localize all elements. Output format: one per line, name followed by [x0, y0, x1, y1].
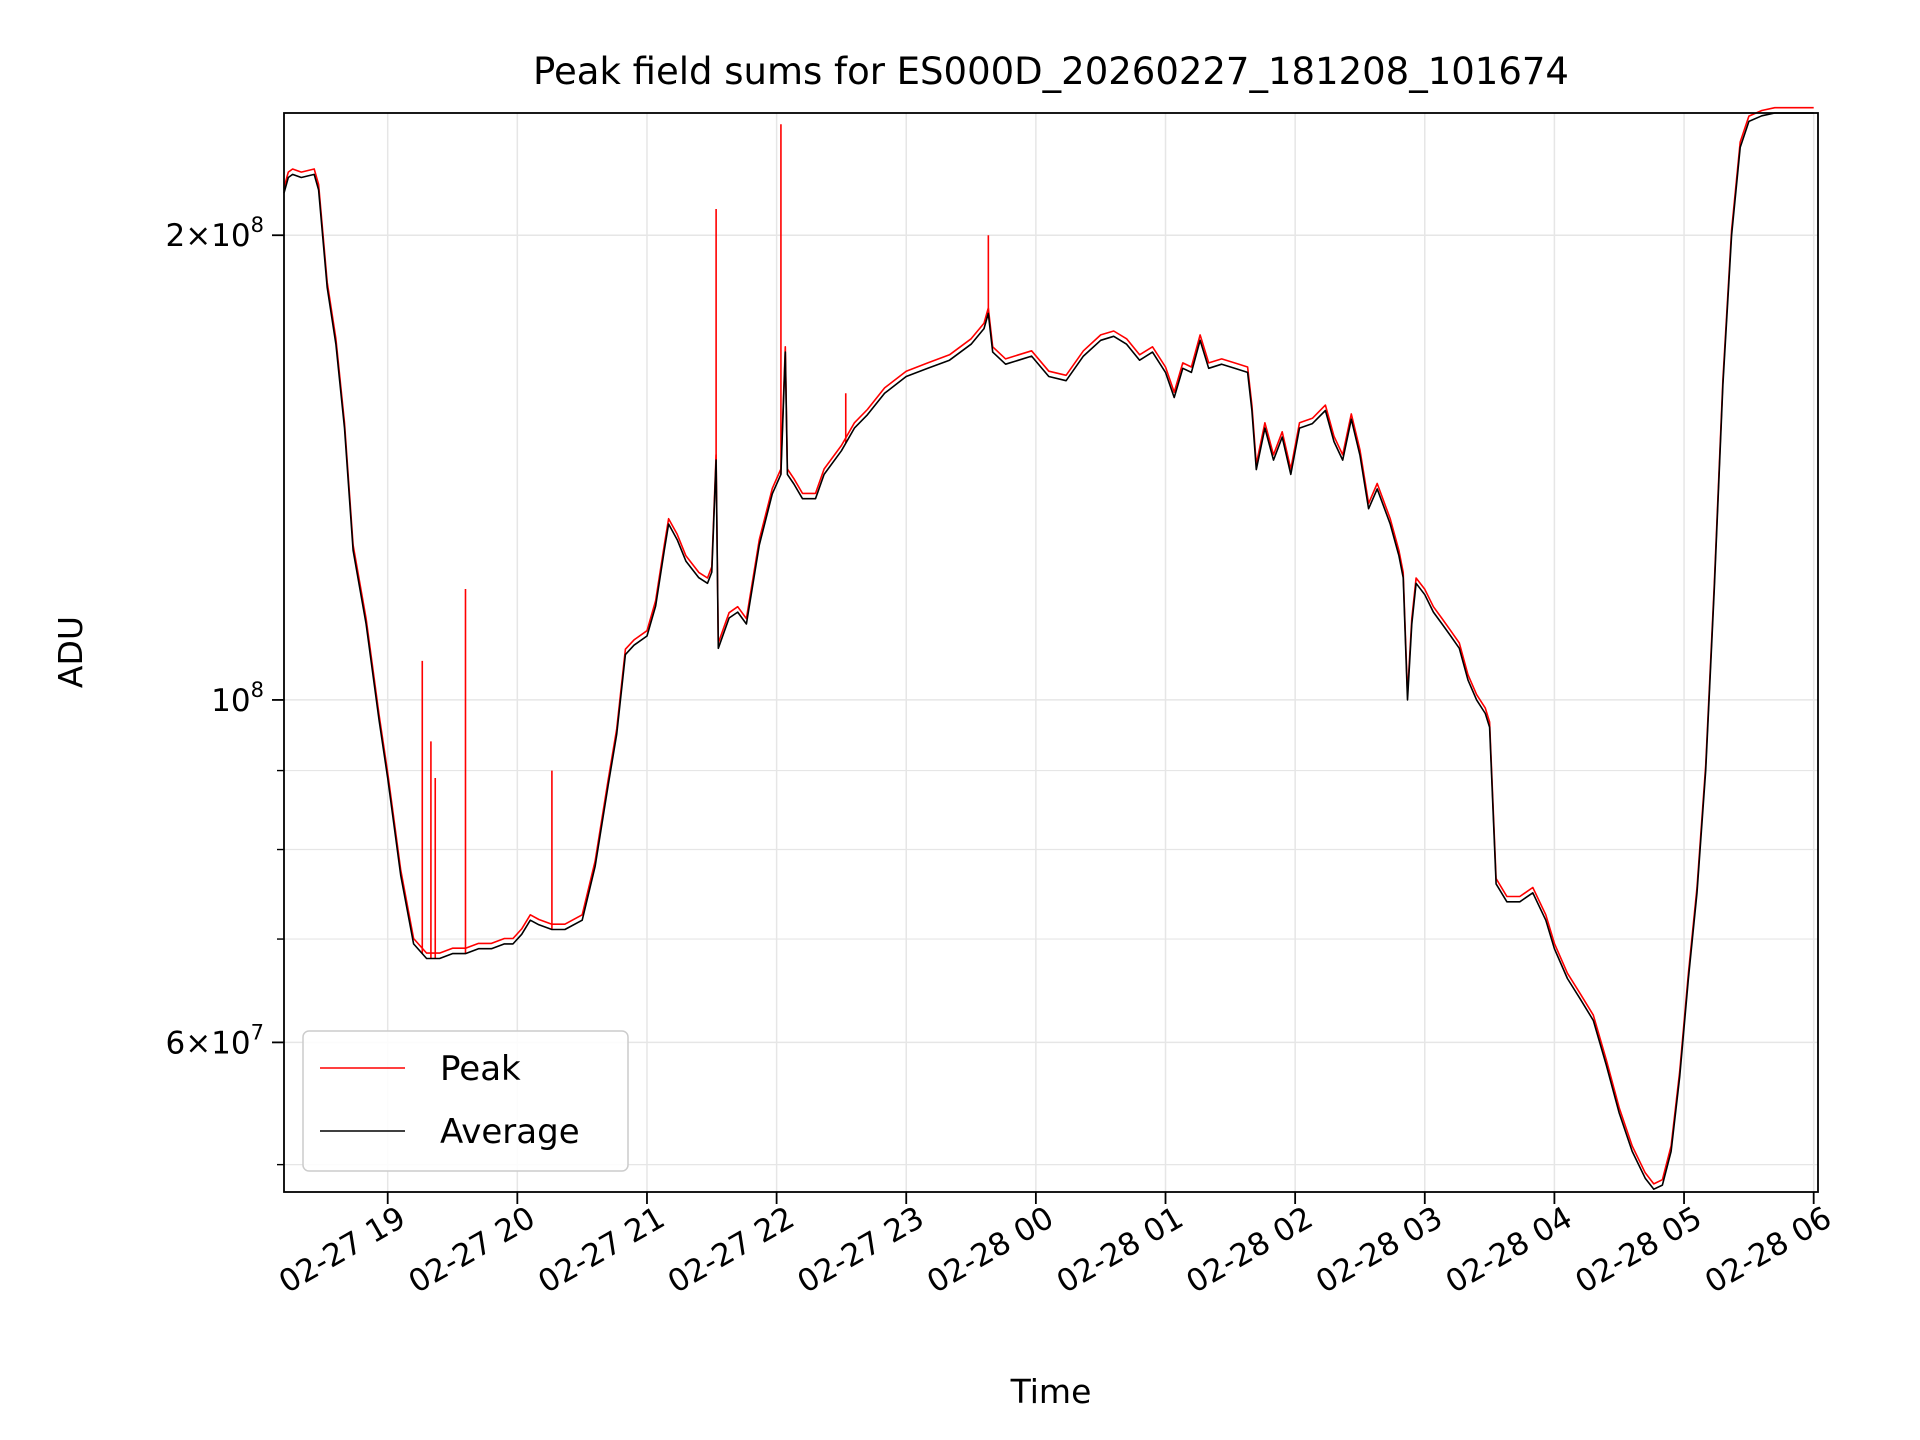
plot-frame — [283, 112, 1819, 1193]
series-peak — [283, 106, 1814, 1185]
y-tick-label: 6×107 — [165, 1020, 264, 1061]
y-axis-label: ADU — [51, 616, 90, 688]
y-tick-mantissa: 6 — [165, 1025, 185, 1061]
series-average — [283, 112, 1814, 1190]
legend-average-label: Average — [440, 1112, 580, 1152]
grid — [284, 113, 1818, 1192]
legend-box — [302, 1030, 629, 1172]
peak-line — [283, 106, 1814, 1185]
legend-peak-label: Peak — [440, 1049, 521, 1089]
y-tick-label: 108 — [211, 678, 264, 719]
legend: Peak Average — [302, 1030, 629, 1172]
y-tick-times: ×10 — [185, 218, 250, 254]
y-tick-exponent: 7 — [251, 1020, 264, 1044]
x-axis-label: Time — [1010, 1372, 1092, 1411]
y-tick-label: 2×108 — [165, 213, 264, 254]
average-line — [283, 112, 1814, 1190]
y-tick-exponent: 8 — [251, 213, 264, 237]
chart-title: Peak field sums for ES000D_20260227_1812… — [533, 50, 1569, 93]
y-tick-exponent: 8 — [251, 678, 264, 702]
y-tick-mantissa: 2 — [165, 218, 185, 254]
y-tick-times: ×10 — [185, 1025, 250, 1061]
y-tick-base: 10 — [211, 683, 250, 719]
